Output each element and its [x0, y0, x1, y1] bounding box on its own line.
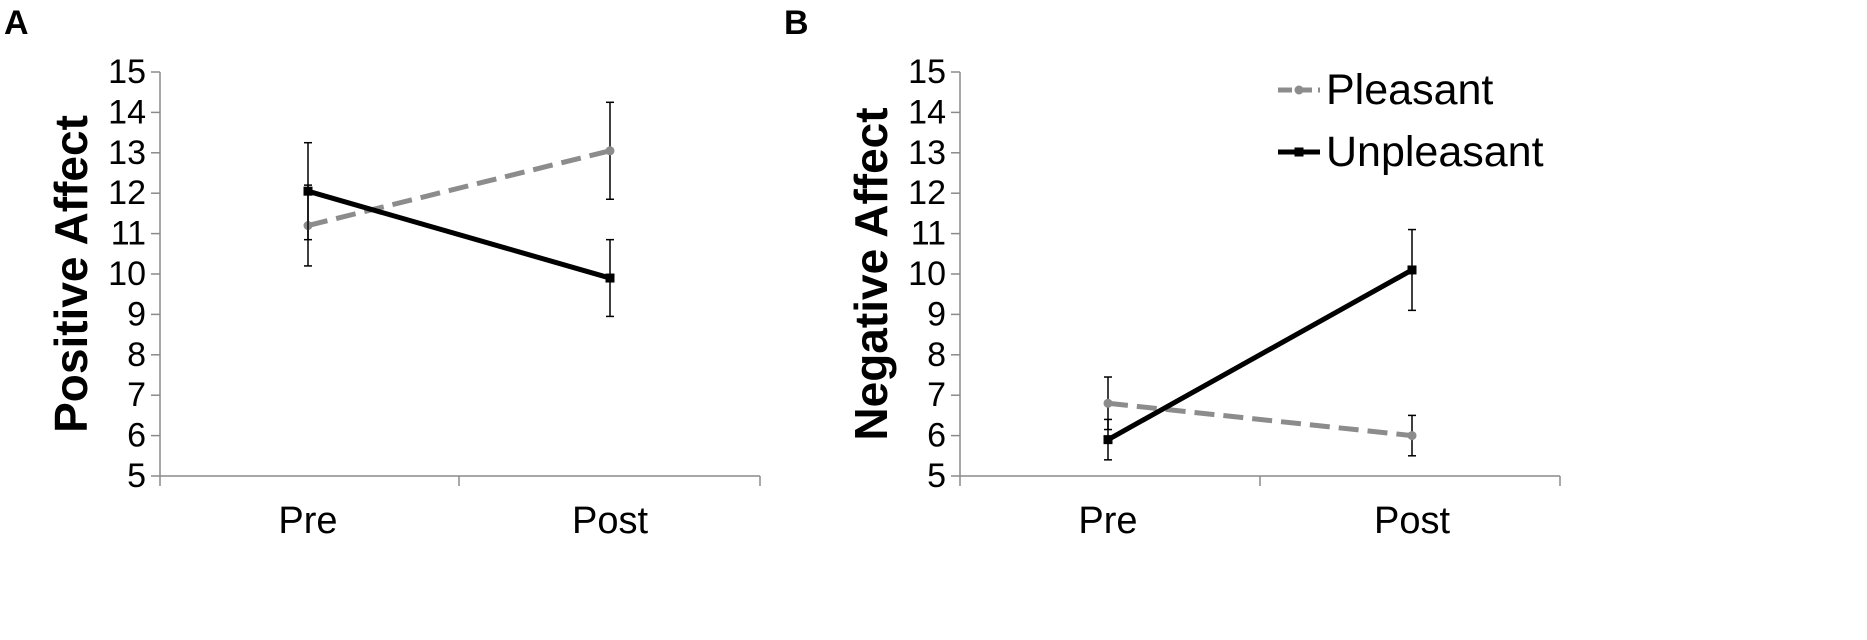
data-point — [1103, 435, 1113, 445]
y-tick-label: 13 — [108, 134, 146, 172]
data-point — [1407, 431, 1417, 441]
x-tick-label: Post — [1374, 500, 1450, 542]
y-tick-label: 5 — [127, 457, 146, 495]
x-tick-label: Pre — [1078, 500, 1137, 542]
y-tick-label: 11 — [111, 215, 146, 253]
panel-letter: A — [4, 4, 29, 42]
y-tick-label: 7 — [927, 376, 946, 414]
y-tick-label: 9 — [127, 295, 146, 333]
y-tick-label: 13 — [908, 134, 946, 172]
y-tick-label: 12 — [108, 174, 146, 212]
data-point — [1103, 398, 1113, 408]
legend: Pleasant Unpleasant — [1278, 66, 1544, 176]
y-axis-title: Positive Affect — [45, 115, 97, 433]
data-point — [1407, 265, 1417, 275]
y-axis-title: Negative Affect — [845, 107, 897, 440]
y-tick-label: 14 — [108, 93, 146, 131]
series-pleasant — [303, 101, 615, 267]
y-tick-label: 15 — [908, 53, 946, 91]
x-tick-label: Pre — [278, 500, 337, 542]
series-unpleasant — [1103, 228, 1417, 461]
series-line-unpleasant — [1106, 267, 1414, 442]
legend-marker — [1294, 147, 1304, 157]
y-tick-label: 5 — [927, 457, 946, 495]
series-unpleasant — [303, 141, 615, 318]
data-point — [605, 273, 615, 283]
y-tick-label: 9 — [927, 295, 946, 333]
y-tick-label: 10 — [908, 255, 946, 293]
series-line-unpleasant — [307, 188, 611, 281]
series-line-pleasant — [1107, 400, 1413, 439]
y-tick-label: 6 — [127, 417, 146, 455]
y-tick-label: 15 — [108, 53, 146, 91]
legend-marker — [1294, 85, 1304, 95]
y-tick-label: 12 — [908, 174, 946, 212]
panel-letter: B — [784, 4, 809, 42]
y-tick-label: 11 — [911, 215, 946, 253]
y-tick-label: 14 — [908, 93, 946, 131]
legend-label: Pleasant — [1326, 66, 1493, 114]
data-point — [605, 146, 615, 156]
y-tick-label: 8 — [927, 336, 946, 374]
y-tick-label: 7 — [127, 376, 146, 414]
legend-label: Unpleasant — [1326, 128, 1544, 176]
series-line-pleasant — [307, 148, 611, 228]
y-tick-label: 6 — [927, 417, 946, 455]
y-tick-label: 8 — [127, 336, 146, 374]
y-tick-label: 10 — [108, 255, 146, 293]
x-tick-label: Post — [572, 500, 648, 542]
data-point — [303, 186, 313, 196]
